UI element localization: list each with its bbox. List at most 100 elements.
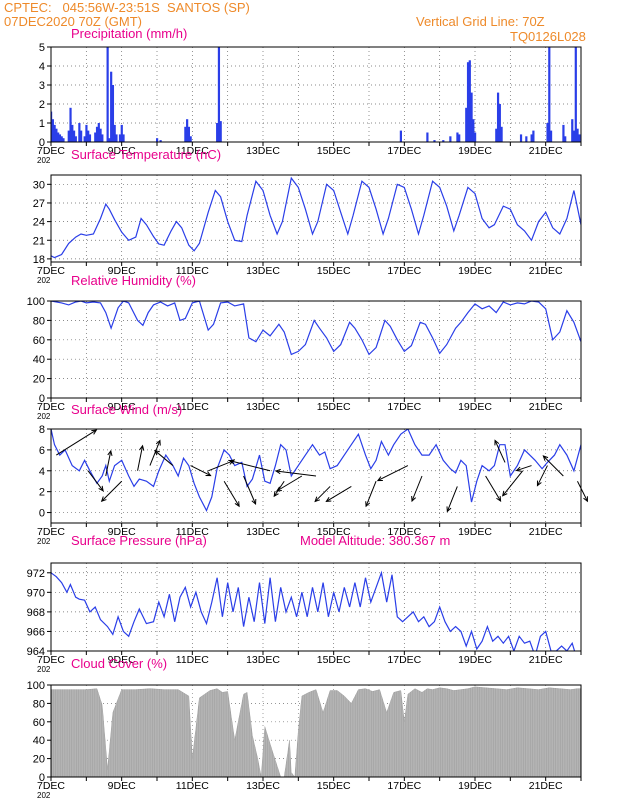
model-code: TQ0126L028 (510, 29, 586, 44)
panel-rh: 0 20 40 60 80 100 7DEC 9DEC 11DEC 13DEC 15DEC 17DEC… (27, 273, 582, 421)
y-tick-label: 0 (39, 508, 45, 520)
wind-arrow (275, 470, 317, 477)
wind-arrow-head (275, 486, 282, 492)
x-tick-label: 11DEC (176, 780, 209, 792)
precip-bar (466, 62, 470, 142)
precip-bar (458, 134, 461, 142)
wind-arrow-head (446, 506, 452, 513)
precip-bar (58, 134, 62, 142)
precip-bar (67, 130, 70, 142)
precip-bar (57, 132, 60, 142)
precip-bar (433, 140, 436, 142)
x-year-label: 202 (37, 156, 51, 165)
y-tick-label: 21 (33, 235, 45, 247)
y-tick-label: 3 (39, 80, 45, 92)
precip-bar (574, 47, 577, 142)
precip-bar (106, 47, 109, 142)
precip-bar (189, 136, 192, 142)
precip-bar (97, 123, 100, 142)
wind-arrow-head (274, 468, 281, 475)
precip-bar (219, 121, 222, 142)
grid-line-note: Vertical Grid Line: 70Z (416, 14, 545, 29)
y-tick-label: 40 (33, 735, 45, 747)
data-pres (51, 570, 576, 651)
precip-bar (80, 130, 83, 142)
wind-arrow (154, 450, 174, 466)
x-tick-label: 9DEC (108, 780, 136, 792)
x-tick-label: 17DEC (387, 654, 421, 666)
y-tick-label: 972 (27, 568, 45, 580)
x-tick-label: 19DEC (458, 401, 492, 413)
precip-bar (187, 126, 190, 142)
precip-bar (495, 128, 498, 142)
precip-bar (78, 123, 81, 142)
precip-bar (548, 47, 551, 142)
y-tick-label: 100 (27, 680, 45, 692)
wind-arrow-head (536, 480, 542, 487)
y-tick-label: 80 (33, 315, 45, 327)
wind-arrow-head (98, 485, 104, 492)
x-tick-label: 11DEC (176, 654, 209, 666)
wind-arrow-head (100, 496, 107, 503)
wind-arrow (536, 465, 548, 486)
y-tick-label: 30 (33, 179, 45, 191)
precip-bar (442, 140, 445, 142)
x-tick-label: 9DEC (108, 401, 136, 413)
panel-frame-rh (50, 300, 582, 399)
precip-bar (549, 130, 553, 142)
y-tick-label: 968 (27, 607, 45, 619)
precip-bar (562, 124, 565, 142)
precip-bar (519, 134, 523, 142)
precip-bar (217, 47, 221, 142)
wind-arrow (229, 460, 271, 472)
precip-bar (122, 134, 125, 142)
wind-arrow (314, 486, 331, 502)
y-tick-label: 1 (39, 118, 45, 130)
panel-frame-precip (50, 46, 582, 143)
wind-arrow (208, 460, 234, 472)
x-tick-label: 13DEC (246, 265, 280, 277)
precip-bar (186, 119, 189, 142)
x-year-label: 202 (37, 412, 51, 421)
wind-arrow (190, 465, 211, 477)
precip-bar (465, 107, 468, 142)
wind-arrow (56, 429, 97, 456)
wind-arrow-head (501, 490, 508, 497)
wind-arrow (149, 440, 161, 466)
wind-arrow-head (496, 495, 502, 502)
panel-title-temp: Surface Temperature (nC) (71, 147, 221, 162)
y-tick-label: 0 (39, 137, 45, 149)
x-tick-label: 13DEC (246, 526, 280, 538)
panel-frame-wind (50, 428, 582, 524)
wind-arrow-head (365, 501, 371, 508)
panel-title-cloud: Cloud Cover (%) (71, 656, 167, 671)
precip-bar (83, 136, 86, 142)
station-header: CPTEC: 045:56W-23:51S SANTOS (SP) (4, 0, 250, 15)
precip-bar (498, 104, 501, 142)
wind-arrow (273, 480, 285, 497)
x-tick-label: 19DEC (458, 780, 492, 792)
precip-bar (53, 124, 56, 142)
precip-bar (399, 130, 402, 142)
x-year-label: 202 (37, 537, 51, 546)
precip-bar (576, 128, 579, 142)
panel-frame-temp (50, 174, 582, 263)
wind-arrow (101, 480, 123, 502)
y-tick-label: 966 (27, 626, 45, 638)
precip-bar (110, 71, 113, 142)
x-tick-label: 17DEC (387, 265, 421, 277)
x-tick-label: 11DEC (176, 401, 209, 413)
precip-bar (500, 126, 503, 142)
x-tick-label: 15DEC (317, 654, 351, 666)
x-tick-label: 19DEC (458, 526, 492, 538)
x-tick-label: 15DEC (317, 526, 351, 538)
y-tick-label: 964 (27, 646, 45, 658)
precip-bar (159, 140, 162, 142)
data-precip (51, 47, 581, 142)
precip-bar (55, 128, 58, 142)
x-tick-label: 9DEC (108, 145, 136, 157)
precip-bar (113, 124, 116, 142)
precip-bar (578, 134, 581, 142)
wind-arrow (243, 475, 257, 505)
data-cloud (51, 685, 581, 777)
